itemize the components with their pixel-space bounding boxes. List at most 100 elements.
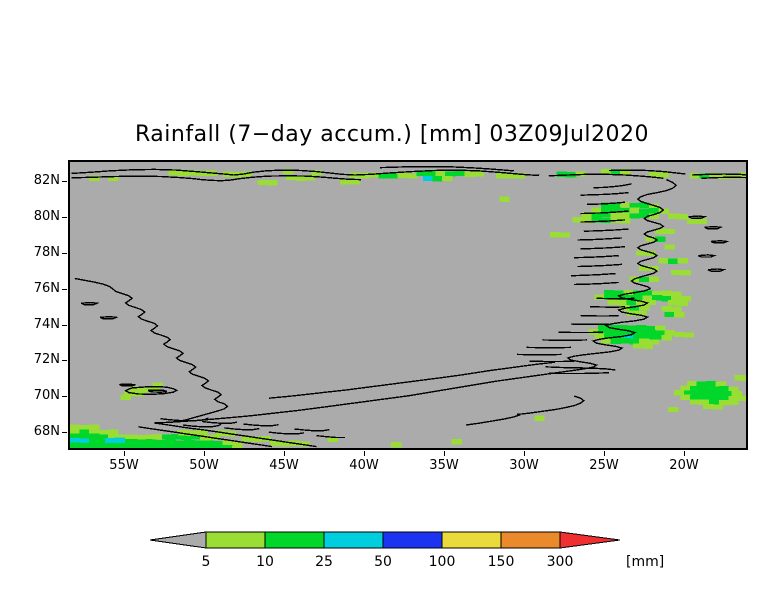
rainfall-cell xyxy=(690,399,701,405)
rainfall-cell xyxy=(667,406,679,413)
rainfall-cell xyxy=(639,338,650,344)
rainfall-cell xyxy=(655,330,666,336)
coastline-path xyxy=(571,272,616,277)
rainfall-cell xyxy=(604,294,615,301)
x-axis-tick-label: 50W xyxy=(189,458,219,473)
x-axis-tick-label: 55W xyxy=(109,458,139,473)
rainfall-cell xyxy=(629,207,641,213)
rainfall-cell xyxy=(127,438,138,445)
rainfall-cell xyxy=(721,391,733,397)
rainfall-cell xyxy=(70,442,81,448)
rainfall-cell xyxy=(591,217,602,223)
coastline-path xyxy=(577,263,622,268)
rainfall-cell xyxy=(193,444,205,448)
rainfall-cell xyxy=(683,390,695,396)
rainfall-cell xyxy=(391,442,402,448)
colorbar-tick-label: 10 xyxy=(256,554,274,570)
rainfall-cell xyxy=(690,395,701,401)
coastline-path xyxy=(71,168,540,177)
rainfall-cell xyxy=(435,170,447,176)
rainfall-cell xyxy=(422,175,434,182)
rainfall-cell xyxy=(282,168,294,175)
colorbar-tick-label: 25 xyxy=(315,554,333,570)
colorbar-segment xyxy=(264,531,325,549)
coastline-path xyxy=(465,414,521,426)
rainfall-cell xyxy=(581,217,593,223)
rainfall-cell xyxy=(655,325,666,331)
rainfall-cell xyxy=(690,173,701,179)
rainfall-cell xyxy=(88,424,100,430)
rainfall-cell xyxy=(591,212,602,218)
colorbar-segment xyxy=(205,531,266,549)
colorbar-segment xyxy=(441,531,502,549)
x-axis-tick-mark xyxy=(364,451,365,456)
rainfall-cell xyxy=(696,218,707,224)
rainfall-cell xyxy=(718,395,730,401)
x-axis-tick-label: 25W xyxy=(589,458,619,473)
y-axis-tick-label: 74N xyxy=(33,316,60,332)
rainfall-cell xyxy=(699,173,711,179)
coastline-path xyxy=(268,361,556,399)
rainfall-cell xyxy=(629,339,641,345)
rainfall-cell xyxy=(623,334,634,340)
rainfall-cell xyxy=(610,169,622,175)
rainfall-cell xyxy=(636,330,647,336)
rainfall-cell xyxy=(626,325,637,331)
rainfall-cell xyxy=(286,174,297,181)
map-plot-area xyxy=(68,160,748,450)
rainfall-cell xyxy=(123,390,135,397)
rainfall-cell xyxy=(680,270,692,276)
rainfall-cell xyxy=(107,433,119,440)
coastline-path xyxy=(160,417,209,422)
rainfall-cell xyxy=(79,442,90,448)
rainfall-cell xyxy=(642,343,653,349)
colorbar-segment xyxy=(323,531,384,549)
coastline-path xyxy=(548,372,610,375)
rainfall-cell xyxy=(70,438,81,444)
coastline-path xyxy=(99,315,119,320)
coastline-path xyxy=(609,169,686,175)
rainfall-cell xyxy=(559,232,571,238)
rainfall-cell xyxy=(98,443,109,448)
x-axis-tick-mark xyxy=(444,451,445,456)
map-canvas xyxy=(70,162,746,448)
x-axis-tick-mark xyxy=(604,451,605,456)
rainfall-cell xyxy=(496,173,507,179)
rainfall-cell xyxy=(737,172,746,178)
coastline-path xyxy=(74,277,229,423)
rainfall-cell xyxy=(636,311,647,317)
rainfall-cell xyxy=(642,334,653,341)
rainfall-cell xyxy=(416,170,427,176)
rainfall-cell xyxy=(613,294,625,300)
rainfall-cell xyxy=(661,295,672,302)
rainfall-cell xyxy=(629,213,641,219)
rainfall-cell xyxy=(648,213,660,220)
rainfall-cell xyxy=(610,338,622,344)
rainfall-cell xyxy=(572,217,583,223)
coastline-path xyxy=(707,268,727,272)
rainfall-cell xyxy=(680,385,692,391)
y-axis-tick-label: 78N xyxy=(33,245,60,261)
rainfall-cell xyxy=(107,429,119,435)
rainfall-cell xyxy=(187,170,198,176)
coastline-path xyxy=(580,191,629,196)
rainfall-cell xyxy=(127,443,138,448)
rainfall-cell xyxy=(130,386,141,392)
rainfall-cell xyxy=(594,294,606,300)
rainfall-cell xyxy=(279,440,291,447)
rainfall-cell xyxy=(718,173,730,180)
rainfall-cell xyxy=(581,212,593,218)
rainfall-cell xyxy=(305,175,316,181)
rainfall-cell xyxy=(620,202,631,208)
rainfall-cell xyxy=(241,436,253,442)
rainfall-cell xyxy=(267,180,278,186)
rainfall-cell xyxy=(232,441,243,447)
rainfall-cell xyxy=(648,171,660,178)
rainfall-cell xyxy=(165,439,176,445)
rainfall-cell xyxy=(359,173,370,179)
rainfall-cell xyxy=(645,299,657,306)
rainfall-cell xyxy=(98,438,109,445)
rainfall-cell xyxy=(680,394,692,401)
rainfall-cell xyxy=(232,445,243,448)
colorbar-segment xyxy=(382,531,443,549)
